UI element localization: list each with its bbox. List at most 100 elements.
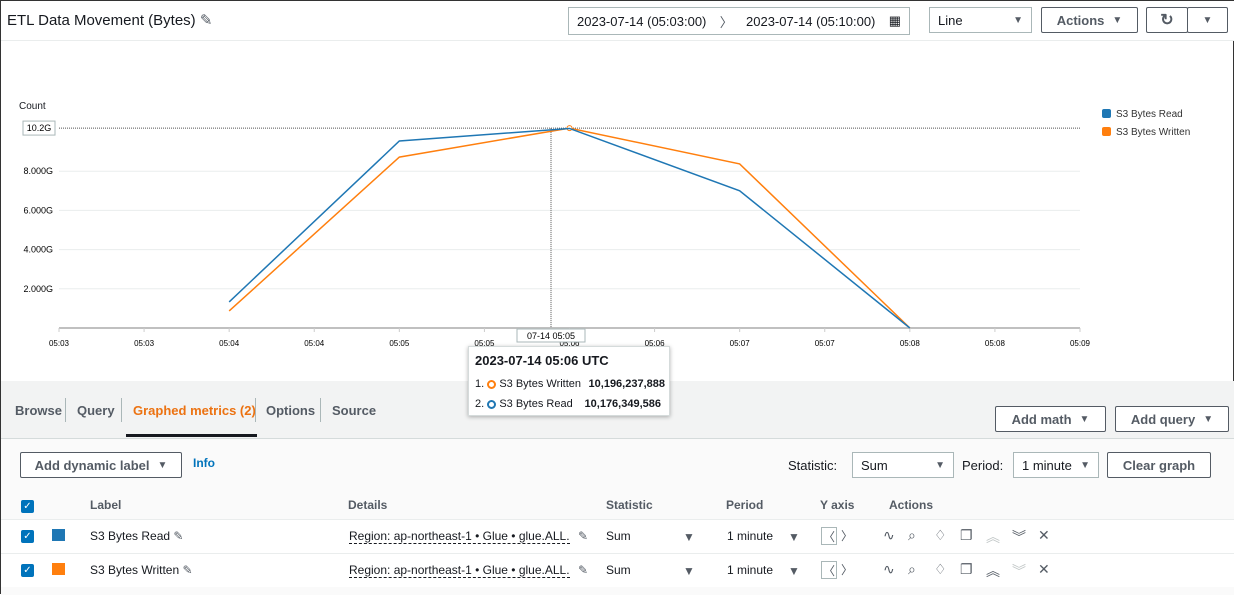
- refresh-options-button[interactable]: ▼: [1187, 7, 1228, 33]
- y-tick-label: 8.000G: [23, 166, 53, 176]
- y-max-label-box: [22, 120, 56, 136]
- column-header: Details: [348, 498, 388, 512]
- time-range-picker[interactable]: 2023-07-14 (05:03:00) 〉 2023-07-14 (05:10:…: [568, 7, 910, 35]
- edit-icon[interactable]: ✎: [199, 12, 213, 29]
- tab-source[interactable]: Source: [332, 403, 377, 418]
- caret-down-icon: ▼: [1079, 413, 1090, 425]
- period-label: Period:: [962, 458, 1004, 473]
- x-tick-label: 05:05: [474, 339, 495, 348]
- bell-icon[interactable]: ♢: [934, 561, 947, 577]
- x-tick-label: 05:09: [1070, 339, 1091, 348]
- tab-graphed-metrics[interactable]: Graphed metrics (2): [133, 403, 256, 418]
- y-axis-left-button[interactable]: 〈: [821, 561, 837, 579]
- x-tick-label: 05:04: [304, 339, 325, 348]
- caret-down-icon[interactable]: ▼: [683, 564, 695, 578]
- series-line-0: [228, 127, 911, 329]
- edit-icon[interactable]: ✎: [182, 563, 193, 577]
- tab-divider: [320, 398, 321, 422]
- hover-x-label: 07-14 05:05: [527, 331, 575, 341]
- pulse-icon[interactable]: ∿: [883, 527, 895, 543]
- caret-down-icon[interactable]: ▼: [788, 564, 800, 578]
- metric-label: S3 Bytes Read ✎: [90, 529, 184, 543]
- search-icon[interactable]: ⌕: [908, 561, 916, 577]
- copy-icon[interactable]: ❐: [960, 561, 973, 577]
- y-axis-right-button[interactable]: 〉: [841, 563, 854, 577]
- metric-details[interactable]: Region: ap-northeast-1 • Glue • glue.ALL…: [349, 529, 570, 544]
- graph-title[interactable]: ETL Data Movement (Bytes) ✎: [7, 12, 213, 29]
- y-axis-left-button[interactable]: 〈: [821, 527, 837, 545]
- y-tick-label: 4.000G: [23, 245, 53, 255]
- statistic-label: Statistic:: [788, 458, 838, 473]
- column-header: Period: [726, 498, 764, 512]
- period-select[interactable]: 1 minute: [727, 529, 774, 543]
- caret-down-icon: ▼: [1013, 14, 1023, 26]
- x-tick-label: 05:08: [985, 339, 1006, 348]
- period-select[interactable]: 1 minute ▼: [1013, 452, 1099, 478]
- legend-item[interactable]: S3 Bytes Read: [1116, 109, 1183, 120]
- caret-down-icon: ▼: [935, 459, 945, 471]
- row-checkbox[interactable]: ✓: [21, 564, 34, 577]
- y-axis-right-button[interactable]: 〉: [841, 529, 854, 543]
- column-header: Statistic: [606, 498, 653, 512]
- pulse-icon[interactable]: ∿: [883, 561, 895, 577]
- x-tick-label: 05:03: [49, 339, 70, 348]
- edit-icon[interactable]: ✎: [173, 529, 184, 543]
- column-header: Y axis: [820, 498, 855, 512]
- add-math-button[interactable]: Add math ▼: [995, 406, 1106, 432]
- chart-type-select[interactable]: Line ▼: [929, 7, 1032, 33]
- active-tab-indicator: [126, 434, 257, 437]
- color-swatch[interactable]: [52, 529, 65, 541]
- info-link[interactable]: Info: [193, 456, 215, 470]
- remove-icon[interactable]: ✕: [1038, 561, 1050, 577]
- tab-divider: [255, 398, 256, 422]
- move-down-icon[interactable]: ︾: [1012, 529, 1026, 545]
- x-tick-label: 05:07: [815, 339, 836, 348]
- actions-button[interactable]: Actions ▼: [1041, 7, 1138, 33]
- move-down-icon[interactable]: ︾: [1012, 563, 1026, 579]
- legend-item[interactable]: S3 Bytes Written: [1116, 127, 1190, 138]
- x-tick-label: 05:06: [559, 339, 580, 348]
- caret-down-icon: ▼: [1203, 413, 1214, 425]
- caret-down-icon[interactable]: ▼: [683, 530, 695, 544]
- legend-swatch: [1102, 127, 1111, 136]
- statistic-select[interactable]: Sum: [606, 529, 631, 543]
- copy-icon[interactable]: ❐: [960, 527, 973, 543]
- series-marker-icon: [487, 400, 497, 409]
- table-row: ✓ S3 Bytes Read ✎ Region: ap-northeast-1…: [1, 519, 1234, 553]
- search-icon[interactable]: ⌕: [908, 527, 916, 543]
- y-axis-label: Count: [19, 101, 46, 112]
- edit-icon[interactable]: ✎: [578, 529, 589, 543]
- move-up-icon[interactable]: ︽: [986, 563, 1000, 579]
- x-tick-label: 05:06: [645, 339, 666, 348]
- x-tick-label: 05:05: [389, 339, 410, 348]
- y-tick-label: 2.000G: [23, 284, 53, 294]
- column-header: Label: [90, 498, 122, 512]
- column-header: Actions: [889, 498, 934, 512]
- add-dynamic-label-button[interactable]: Add dynamic label ▼: [20, 452, 182, 478]
- select-all-checkbox[interactable]: ✓: [21, 500, 34, 513]
- series-line-1: [228, 127, 911, 329]
- color-swatch[interactable]: [52, 563, 65, 575]
- period-select[interactable]: 1 minute: [727, 563, 774, 577]
- caret-down-icon: ▼: [1080, 459, 1090, 471]
- tab-query[interactable]: Query: [77, 403, 115, 418]
- add-query-button[interactable]: Add query ▼: [1115, 406, 1229, 432]
- caret-down-icon: ▼: [1202, 14, 1213, 26]
- refresh-button[interactable]: ↻: [1146, 7, 1188, 33]
- tab-divider: [65, 398, 66, 422]
- remove-icon[interactable]: ✕: [1038, 527, 1050, 543]
- row-checkbox[interactable]: ✓: [21, 530, 34, 543]
- caret-down-icon[interactable]: ▼: [788, 530, 800, 544]
- move-up-icon[interactable]: ︽: [986, 529, 1000, 545]
- statistic-select[interactable]: Sum: [606, 563, 631, 577]
- tab-options[interactable]: Options: [266, 403, 316, 418]
- edit-icon[interactable]: ✎: [578, 563, 589, 577]
- x-tick-label: 05:08: [900, 339, 921, 348]
- bell-icon[interactable]: ♢: [934, 527, 947, 543]
- clear-graph-button[interactable]: Clear graph: [1107, 452, 1211, 478]
- statistic-select[interactable]: Sum ▼: [852, 452, 954, 478]
- tab-browse[interactable]: Browse: [15, 403, 62, 418]
- x-tick-label: 05:03: [134, 339, 155, 348]
- refresh-icon: ↻: [1160, 12, 1174, 29]
- metric-details[interactable]: Region: ap-northeast-1 • Glue • glue.ALL…: [349, 563, 570, 578]
